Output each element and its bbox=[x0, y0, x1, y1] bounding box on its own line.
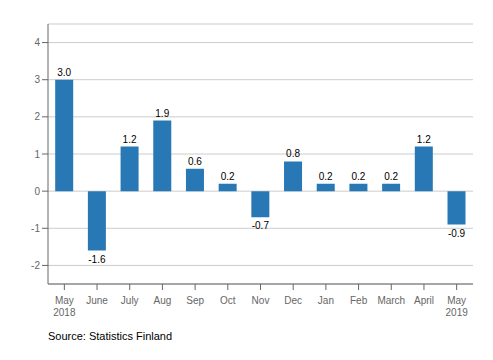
svg-text:0.2: 0.2 bbox=[384, 171, 398, 182]
svg-text:1: 1 bbox=[34, 149, 40, 160]
svg-text:Oct: Oct bbox=[220, 295, 236, 306]
svg-text:Aug: Aug bbox=[154, 295, 172, 306]
svg-text:3.0: 3.0 bbox=[57, 67, 71, 78]
html-text:Source: Statistics Finland: Source: Statistics Finland bbox=[48, 330, 173, 342]
svg-text:0.8: 0.8 bbox=[286, 148, 300, 159]
svg-text:0: 0 bbox=[34, 186, 40, 197]
svg-text:May2018: May2018 bbox=[53, 295, 76, 318]
svg-text:Sep: Sep bbox=[186, 295, 204, 306]
svg-text:July: July bbox=[121, 295, 139, 306]
svg-text:-1: -1 bbox=[31, 223, 40, 234]
svg-text:0.6: 0.6 bbox=[188, 156, 202, 167]
svg-text:1.9: 1.9 bbox=[155, 108, 169, 119]
svg-text:1.2: 1.2 bbox=[123, 134, 137, 145]
svg-text:0.2: 0.2 bbox=[351, 171, 365, 182]
svg-text:1.2: 1.2 bbox=[417, 134, 431, 145]
svg-text:-0.9: -0.9 bbox=[448, 228, 466, 239]
svg-text:Nov: Nov bbox=[252, 295, 270, 306]
svg-text:3: 3 bbox=[34, 74, 40, 85]
svg-text:Feb: Feb bbox=[350, 295, 368, 306]
svg-text:-2: -2 bbox=[31, 260, 40, 271]
svg-text:4: 4 bbox=[34, 37, 40, 48]
svg-text:May2019: May2019 bbox=[446, 295, 469, 318]
svg-text:April: April bbox=[414, 295, 434, 306]
svg-text:0.2: 0.2 bbox=[319, 171, 333, 182]
svg-text:0.2: 0.2 bbox=[221, 171, 235, 182]
svg-text:June: June bbox=[86, 295, 108, 306]
svg-text:Jan: Jan bbox=[318, 295, 334, 306]
svg-text:Dec: Dec bbox=[284, 295, 302, 306]
svg-text:-1.6: -1.6 bbox=[88, 254, 106, 265]
svg-text:-0.7: -0.7 bbox=[252, 220, 270, 231]
svg-text:2: 2 bbox=[34, 111, 40, 122]
svg-text:March: March bbox=[377, 295, 405, 306]
